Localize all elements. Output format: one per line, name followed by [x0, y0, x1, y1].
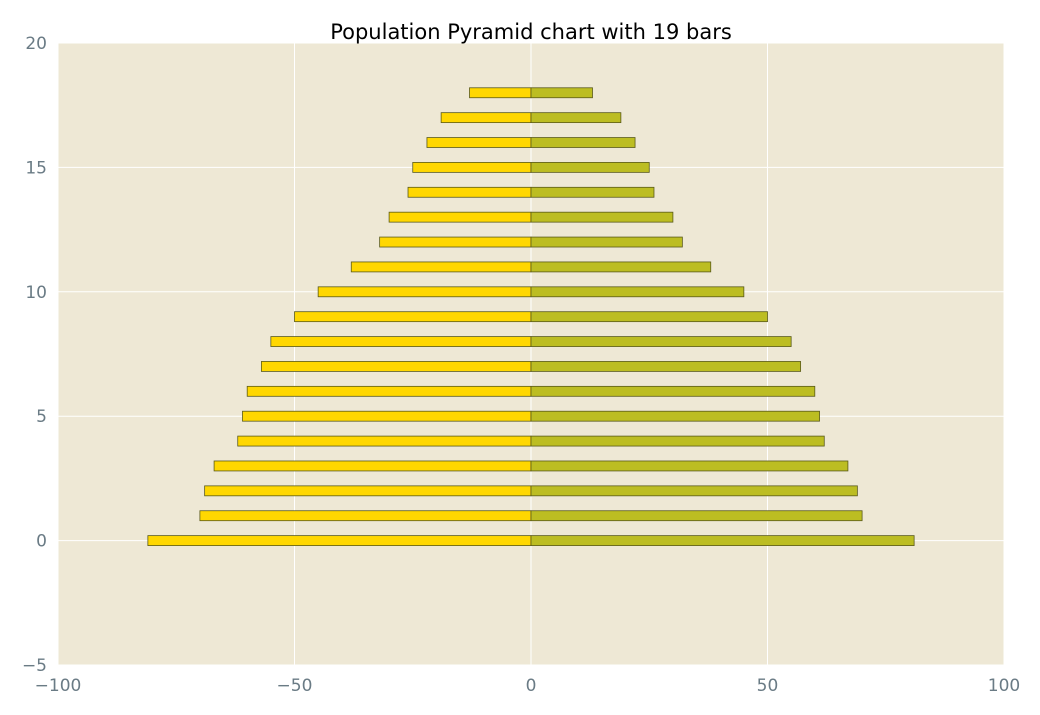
- right-bar-10: [530, 286, 745, 298]
- right-bar-1: [530, 510, 863, 522]
- left-bar-6: [246, 385, 532, 397]
- right-bar-6: [530, 385, 816, 397]
- left-bar-5: [242, 410, 532, 422]
- left-bar-3: [213, 460, 532, 472]
- left-bar-10: [317, 286, 532, 298]
- y-tick-label: 15: [25, 158, 47, 178]
- right-bar-5: [530, 410, 820, 422]
- y-tick-label: 20: [25, 34, 47, 54]
- right-bar-15: [530, 162, 650, 173]
- y-tick-label: 0: [36, 532, 47, 552]
- left-bar-11: [350, 261, 532, 273]
- bars: [147, 87, 915, 546]
- x-tick-label: 50: [757, 676, 779, 696]
- right-bar-11: [530, 261, 712, 273]
- left-bar-17: [440, 112, 532, 124]
- left-bar-9: [294, 311, 532, 323]
- right-bar-17: [530, 112, 622, 124]
- x-tick-label: −100: [35, 676, 82, 696]
- right-bar-16: [530, 137, 636, 148]
- right-bar-9: [530, 311, 768, 323]
- left-bar-13: [388, 211, 532, 223]
- left-bar-7: [260, 361, 532, 372]
- left-bar-14: [407, 186, 532, 198]
- left-bar-0: [147, 535, 532, 546]
- left-bar-8: [270, 336, 532, 347]
- chart-title: Population Pyramid chart with 19 bars: [330, 20, 732, 44]
- right-bar-8: [530, 336, 792, 347]
- right-bar-13: [530, 211, 674, 223]
- x-tick-label: 0: [526, 676, 537, 696]
- left-bar-2: [204, 485, 532, 497]
- right-bar-7: [530, 361, 802, 372]
- right-bar-18: [530, 87, 593, 99]
- right-bar-3: [530, 460, 849, 472]
- y-tick-label: 10: [25, 283, 47, 303]
- left-bar-12: [379, 236, 532, 248]
- x-tick-label: 100: [988, 676, 1020, 696]
- x-tick-label: −50: [277, 676, 313, 696]
- left-bar-4: [237, 435, 532, 447]
- left-bar-18: [469, 87, 532, 99]
- left-bar-15: [412, 162, 532, 173]
- right-bar-4: [530, 435, 825, 447]
- right-bar-12: [530, 236, 683, 248]
- left-bar-16: [426, 137, 532, 148]
- left-bar-1: [199, 510, 532, 522]
- right-bar-2: [530, 485, 858, 497]
- y-tick-label: 5: [36, 407, 47, 427]
- right-bar-14: [530, 186, 655, 198]
- y-tick-label: −5: [22, 656, 47, 676]
- right-bar-0: [530, 535, 915, 546]
